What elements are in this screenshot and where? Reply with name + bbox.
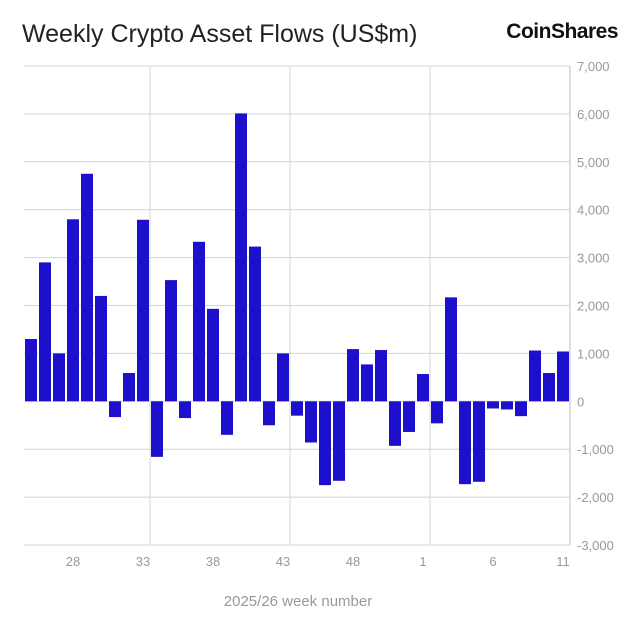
x-tick-label: 28: [66, 554, 80, 569]
x-tick-label: 43: [276, 554, 290, 569]
bar-week-27: [53, 353, 65, 402]
bar-week-49: [361, 364, 373, 402]
bar-week-28: [67, 219, 79, 402]
x-tick-label: 48: [346, 554, 360, 569]
bar-week-5: [473, 401, 485, 482]
bar-week-29: [81, 173, 93, 402]
bar-week-51: [389, 401, 401, 446]
bar-week-3: [445, 297, 457, 402]
x-tick-label: 1: [419, 554, 426, 569]
y-tick-label: 4,000: [577, 203, 610, 218]
y-tick-label: 1,000: [577, 346, 610, 361]
y-tick-label: 0: [577, 394, 584, 409]
bar-week-36: [179, 401, 191, 419]
y-tick-label: -2,000: [577, 490, 614, 505]
x-tick-label: 33: [136, 554, 150, 569]
y-tick-label: 7,000: [577, 59, 610, 74]
y-tick-label: 2,000: [577, 299, 610, 314]
bar-week-30: [95, 295, 107, 402]
y-tick-label: -3,000: [577, 538, 614, 553]
y-tick-label: 6,000: [577, 107, 610, 122]
bar-week-32: [123, 373, 135, 402]
y-tick-label: 3,000: [577, 251, 610, 266]
coinshares-logo: CoinShares: [506, 20, 618, 43]
bar-week-10: [543, 373, 555, 402]
bar-week-46: [319, 401, 331, 486]
bar-week-9: [529, 350, 541, 402]
bar-week-37: [193, 241, 205, 402]
bar-week-43: [277, 353, 289, 402]
bar-week-42: [263, 401, 275, 426]
bar-week-45: [305, 401, 317, 443]
bar-week-26: [39, 262, 51, 402]
bar-week-11: [557, 351, 569, 402]
bar-week-7: [501, 401, 513, 410]
x-tick-label: 6: [489, 554, 496, 569]
bar-week-39: [221, 401, 233, 435]
y-tick-label: -1,000: [577, 442, 614, 457]
x-axis-label: 2025/26 week number: [223, 593, 373, 610]
bar-week-35: [165, 280, 177, 402]
bar-week-52: [403, 401, 415, 432]
x-tick-label: 11: [556, 554, 570, 569]
bar-week-4: [459, 401, 471, 485]
bar-week-38: [207, 308, 219, 402]
bar-week-47: [333, 401, 345, 481]
bar-week-8: [515, 401, 527, 417]
bar-week-2: [431, 401, 443, 424]
bar-week-33: [137, 219, 149, 402]
bar-week-44: [291, 401, 303, 416]
chart-title: Weekly Crypto Asset Flows (US$m): [22, 20, 418, 48]
bar-week-31: [109, 401, 121, 418]
y-tick-label: 5,000: [577, 155, 610, 170]
bar-week-50: [375, 350, 387, 402]
x-tick-label: 38: [206, 554, 220, 569]
bar-week-6: [487, 401, 499, 409]
bar-week-1: [417, 373, 429, 402]
bar-week-40: [235, 113, 247, 402]
bar-week-25: [25, 339, 37, 402]
bar-week-41: [249, 246, 261, 402]
bar-week-48: [347, 349, 359, 402]
bar-week-34: [151, 401, 163, 457]
